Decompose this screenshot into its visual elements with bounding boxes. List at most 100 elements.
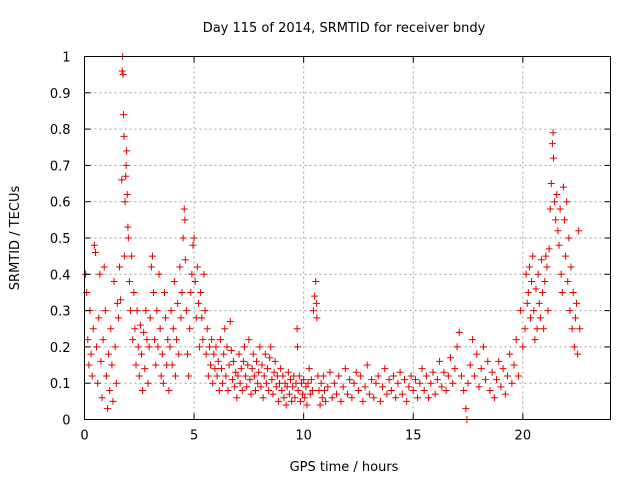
data-point [475, 383, 483, 391]
data-point [141, 365, 149, 373]
data-point [264, 365, 272, 373]
data-point [170, 278, 178, 286]
x-tick-label: 10 [295, 429, 312, 444]
data-point [274, 397, 282, 405]
data-point [99, 336, 107, 344]
data-point [134, 343, 142, 351]
data-point [233, 394, 241, 402]
y-tick-labels: 0 0.1 0.2 0.3 0.4 0.5 0.6 0.7 0.8 0.9 1 [50, 51, 71, 429]
data-point [136, 321, 144, 329]
data-point [425, 394, 433, 402]
data-point [573, 299, 581, 307]
data-point [184, 350, 192, 358]
data-point [519, 343, 527, 351]
data-point [123, 190, 131, 198]
data-point [177, 314, 185, 322]
data-point [525, 263, 533, 271]
data-point [95, 314, 103, 322]
data-point [288, 397, 296, 405]
y-tick-label: 0.7 [50, 159, 71, 174]
data-point [97, 357, 105, 365]
data-point [89, 325, 97, 333]
data-point [188, 270, 196, 278]
data-point [165, 386, 173, 394]
data-point [147, 263, 155, 271]
data-point [111, 343, 119, 351]
data-point [312, 278, 320, 286]
data-point [559, 183, 567, 191]
data-point [116, 263, 124, 271]
data-point [313, 314, 321, 322]
data-point [359, 397, 367, 405]
data-point [544, 307, 552, 315]
data-point [554, 227, 562, 235]
data-point [333, 390, 341, 398]
data-point [87, 350, 95, 358]
data-point [98, 394, 106, 402]
data-point [270, 368, 278, 376]
data-point [178, 288, 186, 296]
data-point [335, 372, 343, 380]
data-point [414, 394, 422, 402]
data-point [223, 343, 231, 351]
data-point [304, 379, 312, 387]
data-point [565, 234, 573, 242]
data-point [199, 336, 207, 344]
data-point [171, 372, 179, 380]
data-point [150, 288, 158, 296]
data-point [272, 383, 280, 391]
data-point [311, 292, 319, 300]
data-point [300, 376, 308, 384]
data-point [167, 307, 175, 315]
data-point [219, 379, 227, 387]
data-point [211, 365, 219, 373]
data-point [153, 307, 161, 315]
data-point [104, 405, 112, 413]
data-point [301, 394, 309, 402]
data-point [236, 379, 244, 387]
data-point [531, 336, 539, 344]
data-point [563, 198, 571, 206]
data-point [570, 343, 578, 351]
data-point [294, 386, 302, 394]
data-point [278, 386, 286, 394]
data-point [198, 314, 206, 322]
data-point [180, 205, 188, 213]
data-point [339, 383, 347, 391]
data-point [506, 350, 514, 358]
data-point [244, 361, 252, 369]
axis-ticks [84, 56, 611, 420]
data-point [556, 205, 564, 213]
data-point [96, 270, 104, 278]
x-tick-label: 15 [405, 429, 422, 444]
data-point [261, 350, 269, 358]
data-point [436, 357, 444, 365]
data-point [231, 383, 239, 391]
data-point [187, 288, 195, 296]
data-point [258, 361, 266, 369]
data-point [528, 278, 536, 286]
data-point [447, 354, 455, 362]
data-point [242, 372, 250, 380]
data-point [551, 198, 559, 206]
data-point [148, 252, 156, 260]
data-point [230, 357, 238, 365]
data-point [220, 350, 228, 358]
data-point [124, 234, 132, 242]
data-point [118, 176, 126, 184]
data-point [291, 394, 299, 402]
data-point [319, 372, 327, 380]
data-point [203, 325, 211, 333]
data-point [555, 241, 563, 249]
data-point [497, 383, 505, 391]
data-point [254, 379, 262, 387]
data-point [245, 336, 253, 344]
data-point [255, 368, 263, 376]
y-tick-label: 0.9 [50, 87, 71, 102]
data-point [541, 278, 549, 286]
data-point [328, 394, 336, 402]
data-point [140, 328, 148, 336]
data-point [215, 386, 223, 394]
y-tick-label: 1 [62, 51, 70, 66]
